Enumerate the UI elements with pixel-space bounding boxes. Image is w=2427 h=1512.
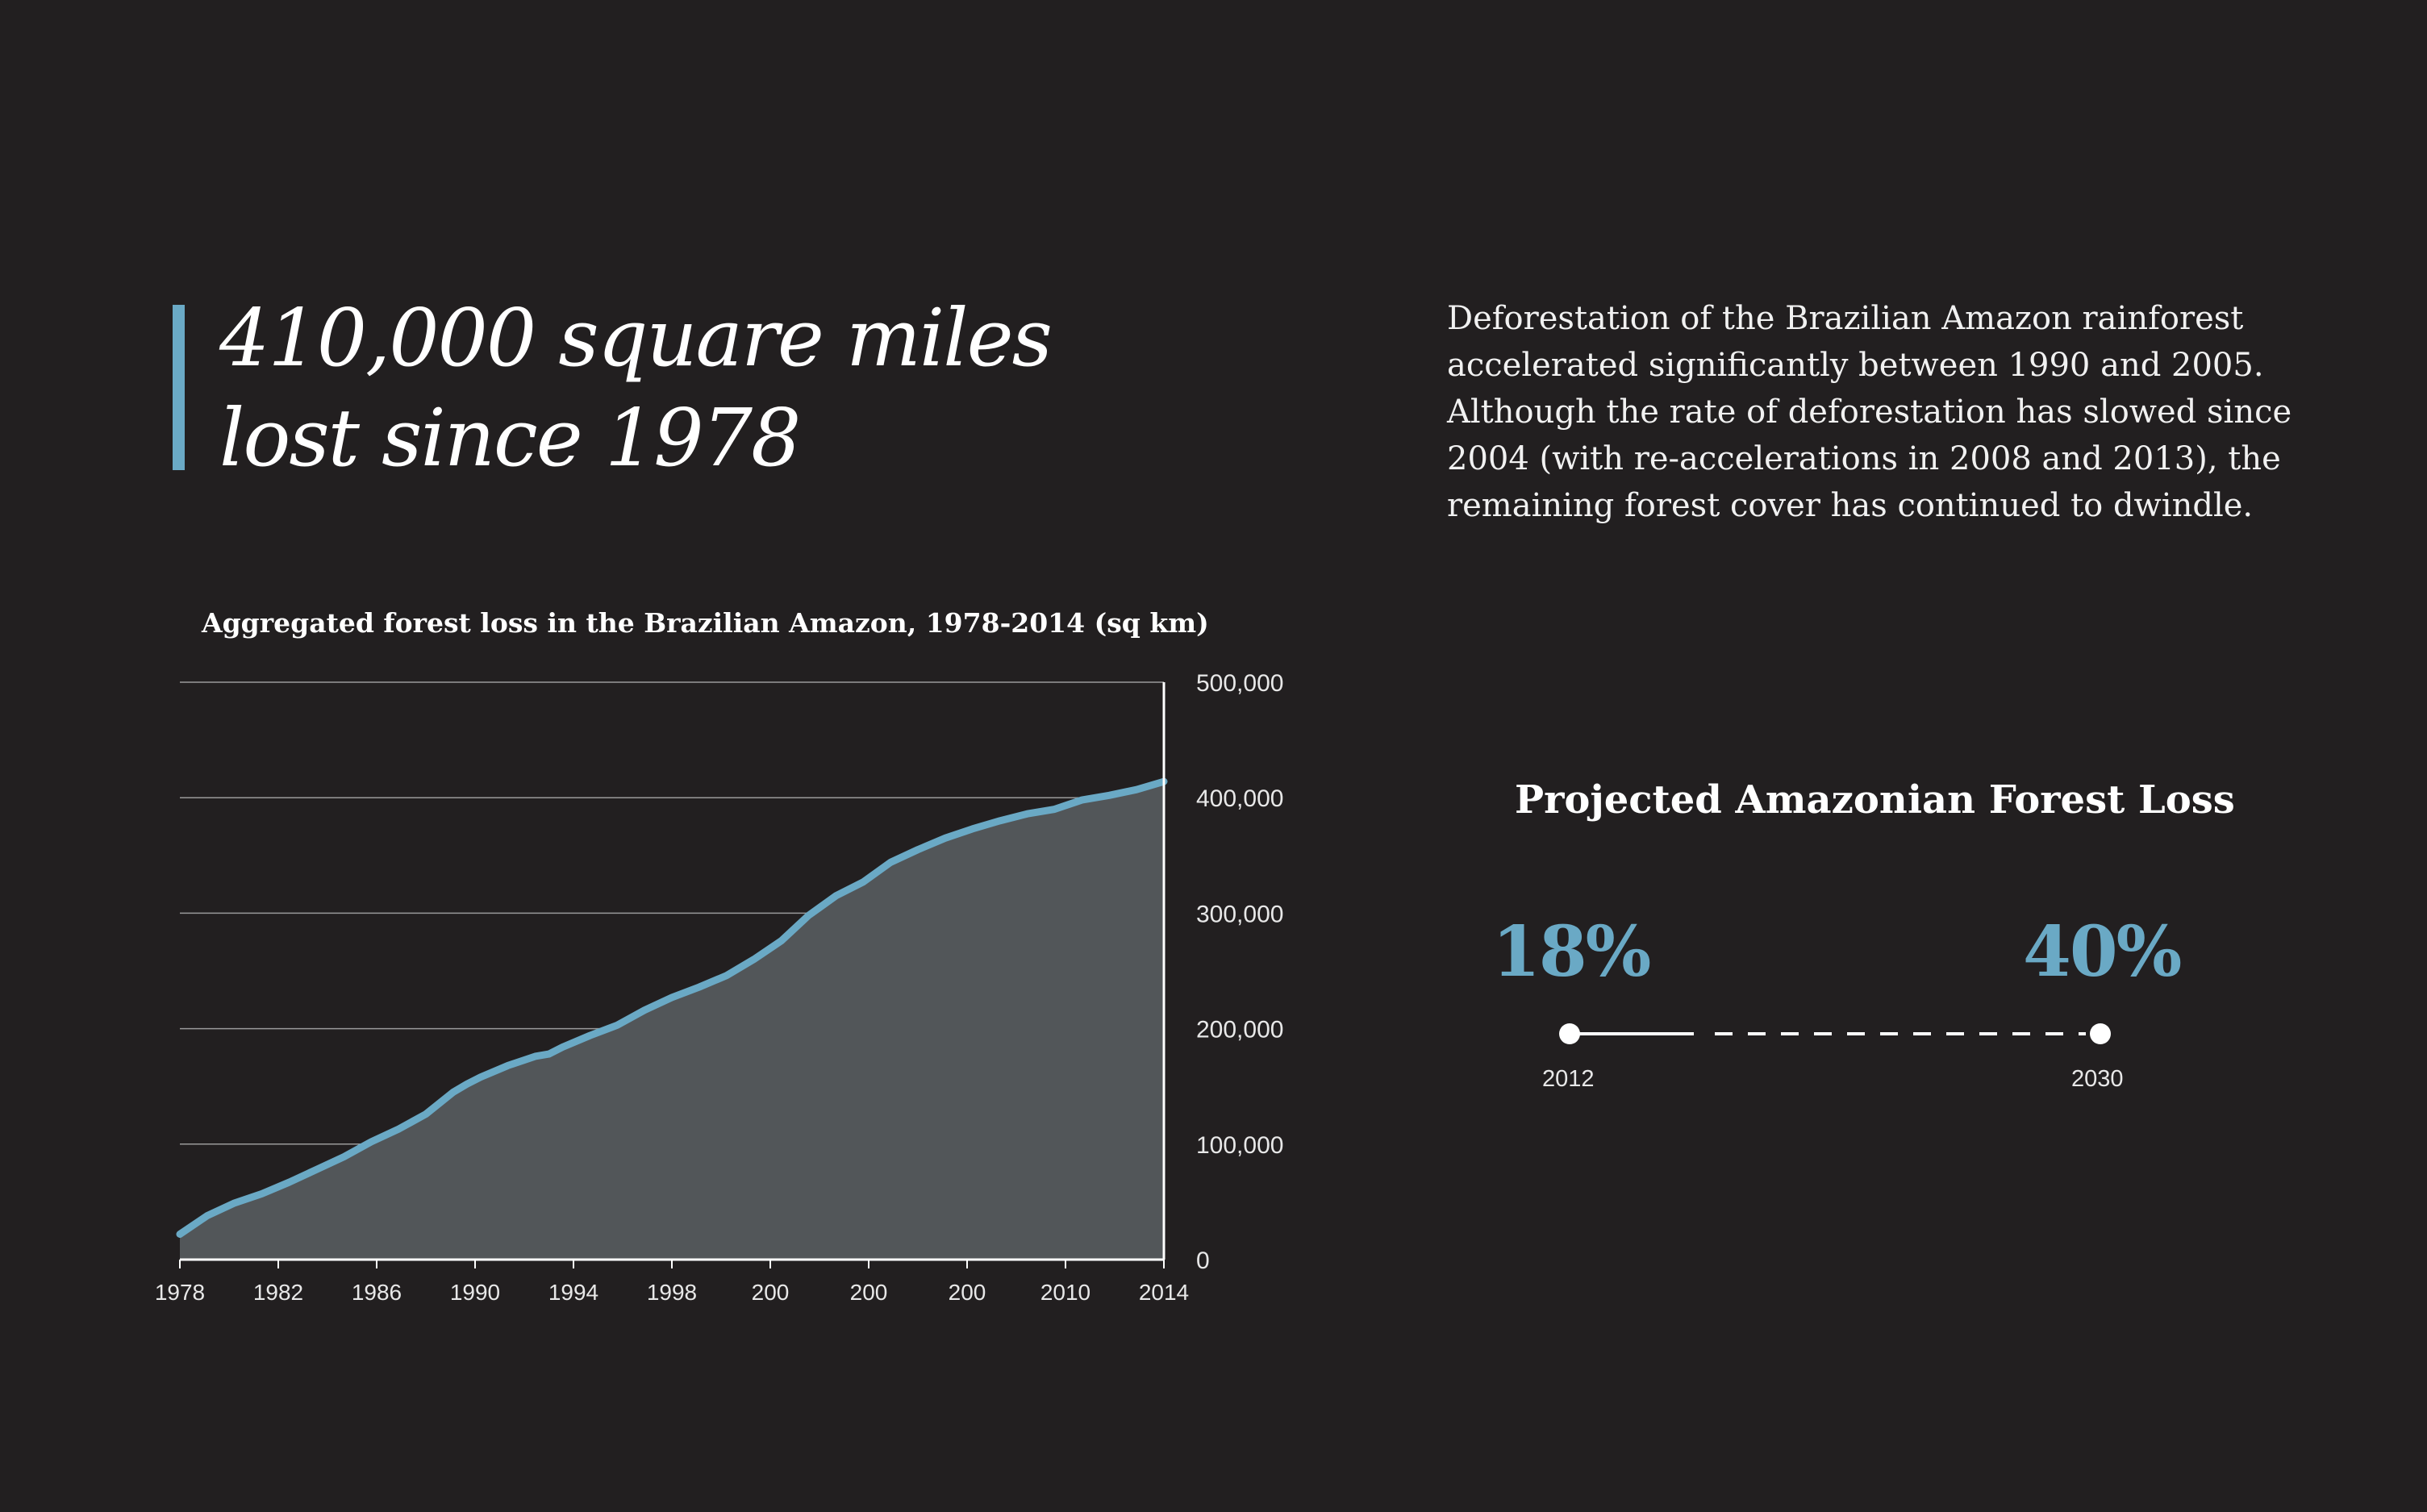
timeline-start-dot [1559,1023,1580,1044]
x-tick-label: 2014 [1139,1280,1189,1305]
headline: 410,000 square miles lost since 1978 [219,289,1053,489]
x-tick-label: 200 [850,1280,888,1305]
x-tick-label: 2010 [1040,1280,1090,1305]
y-tick-label: 400,000 [1196,785,1283,812]
y-tick-label: 100,000 [1196,1132,1283,1159]
y-tick-label: 300,000 [1196,901,1283,927]
axes [179,682,1166,1268]
x-tick-label: 1998 [647,1280,697,1305]
description-line: Deforestation of the Brazilian Amazon ra… [1447,300,2244,337]
x-tick-label: 1978 [155,1280,205,1305]
description-line: 2004 (with re-accelerations in 2008 and … [1447,440,2281,477]
area-fill [180,781,1164,1260]
headline-accent-bar [173,305,185,470]
x-tick-label: 1986 [352,1280,402,1305]
projection-end-percent: 40% [2023,911,2182,993]
x-tick-label: 1994 [548,1280,598,1305]
y-tick-label: 200,000 [1196,1017,1283,1043]
projection-timeline [1559,1023,2111,1044]
headline-line-2: lost since 1978 [219,393,801,485]
description-line: remaining forest cover has continued to … [1447,487,2254,524]
description-line: accelerated significantly between 1990 a… [1447,347,2264,384]
y-tick-label: 0 [1196,1248,1210,1274]
series-line [176,777,1168,1238]
x-tick-label: 1982 [253,1280,303,1305]
description-line: Although the rate of deforestation has s… [1447,394,2292,431]
x-tick-label: 200 [949,1280,986,1305]
projection-start-percent: 18% [1492,911,1651,993]
projection-end-year: 2030 [2071,1066,2124,1092]
x-tick-label: 1990 [450,1280,500,1305]
x-tick-label: 200 [752,1280,790,1305]
headline-line-1: 410,000 square miles [219,293,1053,385]
timeline-end-dot [2090,1023,2111,1044]
y-tick-labels: 0 100,000 200,000 300,000 400,000 500,000 [1196,670,1283,1274]
x-tick-labels: 1978 1982 1986 1990 1994 1998 200 200 200 2010 201… [155,1280,1189,1305]
chart-title: Aggregated forest loss in the Brazilian … [201,607,1209,639]
projection-title: Projected Amazonian Forest Loss [1515,777,2235,823]
y-tick-label: 500,000 [1196,670,1283,697]
description-paragraph: Deforestation of the Brazilian Amazon ra… [1447,295,2334,529]
projection-start-year: 2012 [1542,1066,1595,1092]
area-layer [176,777,1168,1260]
